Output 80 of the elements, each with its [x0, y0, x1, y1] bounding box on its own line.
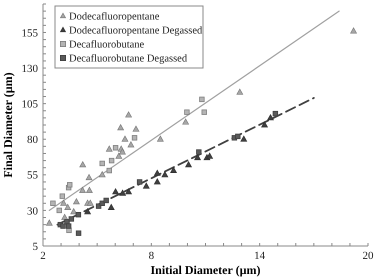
point: [67, 182, 72, 188]
point: [194, 154, 201, 160]
point: [86, 186, 93, 193]
y-tick-label: 130: [22, 62, 38, 75]
point: [100, 200, 105, 206]
legend-label: Dodecafluoropentane Degassed: [69, 26, 203, 37]
x-tick-label: 14: [254, 250, 266, 262]
point: [70, 208, 77, 214]
point: [60, 200, 67, 206]
point: [79, 161, 86, 168]
point: [50, 200, 56, 206]
point: [116, 152, 122, 159]
point: [350, 27, 357, 34]
point: [235, 134, 241, 140]
point: [108, 204, 115, 210]
point: [64, 204, 72, 210]
point: [117, 124, 124, 130]
point: [100, 160, 105, 166]
point: [267, 114, 274, 120]
x-tick-label: 8: [148, 250, 155, 262]
point: [79, 186, 86, 193]
point: [119, 190, 126, 196]
y-tick-label: 80: [27, 134, 38, 146]
x-axis-title: Initial Diameter (µm): [150, 263, 260, 277]
point: [87, 200, 94, 206]
x-tick-label: 2: [40, 250, 46, 262]
point: [132, 135, 138, 141]
point: [157, 136, 164, 142]
y-tick-label: 155: [22, 27, 38, 40]
point: [136, 179, 142, 185]
legend-label: Decafluorobutane Degassed: [69, 54, 188, 65]
point: [128, 141, 134, 148]
point: [68, 216, 74, 222]
point: [240, 136, 248, 142]
point: [112, 145, 118, 150]
point: [199, 96, 205, 102]
point: [170, 166, 177, 173]
point: [125, 111, 132, 118]
y-tick-label: 55: [27, 170, 38, 182]
point: [154, 170, 161, 176]
point: [73, 198, 80, 204]
point: [108, 158, 114, 164]
y-tick-label: 30: [27, 205, 38, 218]
point: [272, 110, 278, 116]
point: [132, 126, 140, 132]
legend-label: Decafluorobutane: [69, 40, 145, 51]
point: [236, 88, 244, 95]
point: [46, 220, 53, 226]
point: [206, 152, 213, 159]
point: [142, 182, 150, 189]
y-tick-label: 5: [32, 240, 38, 253]
point: [112, 188, 119, 194]
point: [261, 121, 268, 128]
point: [125, 188, 132, 194]
point: [106, 146, 113, 152]
legend-label: Dodecafluoropentane: [69, 12, 160, 23]
point: [122, 136, 128, 142]
point: [182, 118, 189, 125]
point: [106, 168, 112, 174]
point: [86, 174, 92, 180]
point: [60, 193, 66, 199]
point: [185, 161, 192, 168]
point: [119, 148, 126, 154]
point: [76, 212, 82, 218]
point: [103, 198, 109, 204]
point: [98, 171, 106, 178]
point: [76, 230, 82, 236]
y-tick-label: 105: [22, 98, 38, 110]
point: [184, 109, 190, 115]
y-axis-title: Final Diameter (µm): [1, 72, 15, 178]
point: [84, 208, 91, 214]
point: [56, 208, 62, 214]
x-tick-label: 20: [362, 250, 374, 262]
point: [66, 223, 72, 229]
point: [162, 171, 168, 178]
point: [202, 109, 207, 115]
point: [61, 214, 68, 220]
point: [60, 223, 66, 229]
point: [154, 178, 161, 184]
point: [196, 149, 202, 155]
